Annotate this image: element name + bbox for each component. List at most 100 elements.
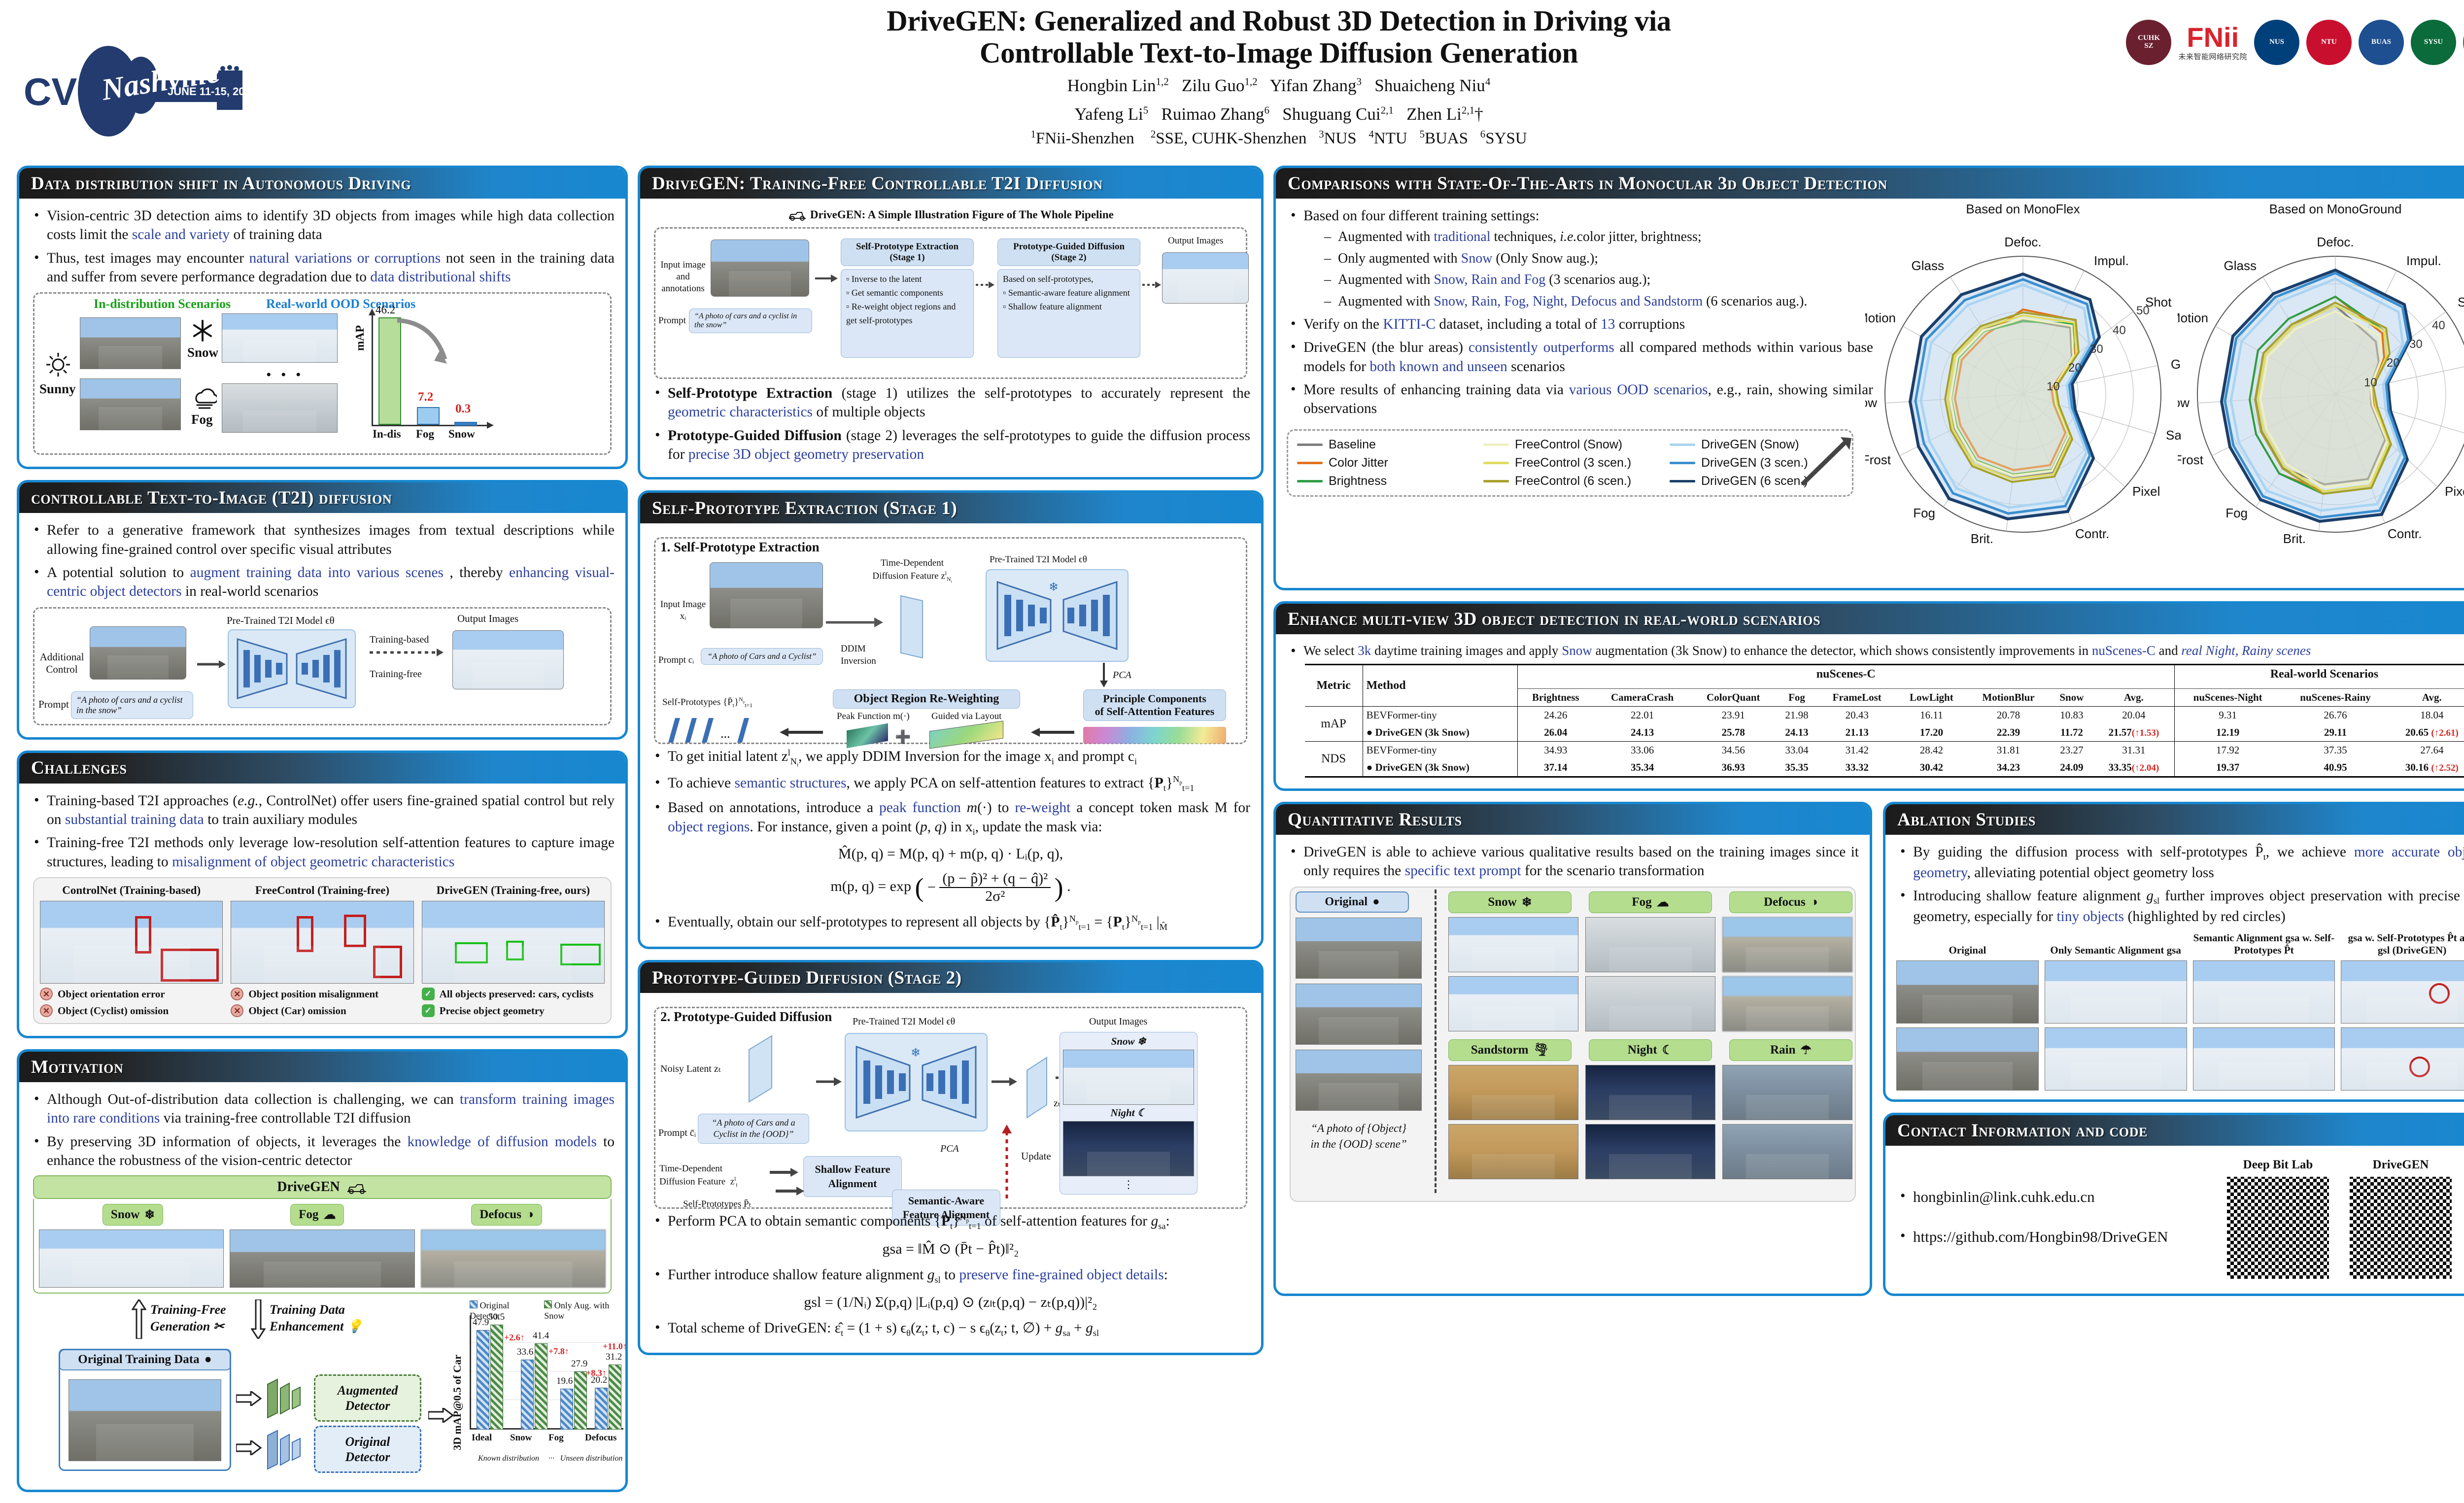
photo-grid (1448, 976, 1578, 1031)
col-header: nuScenes-Night (2174, 688, 2281, 707)
qr-deep-bit-lab[interactable]: Deep Bit Lab (2225, 1158, 2331, 1281)
svg-text:Snow: Snow (2178, 395, 2190, 410)
legend-item: FreeControl (3 scen.) (1483, 456, 1657, 470)
bullet-list: Based on four different training setting… (1287, 205, 1873, 418)
cell: 22.01 (1630, 709, 1654, 721)
list-item: Perform PCA to obtain semantic component… (651, 1211, 1250, 1232)
cell: 26.76 (2324, 709, 2347, 721)
block-arrow-icon (236, 1391, 262, 1406)
equation-peak-function: m(p, q) = exp ( − (p − p̂)² + (q − q̂)² 2… (830, 870, 1071, 905)
svg-text:Motion: Motion (1865, 310, 1896, 325)
contact-email[interactable]: hongbinlin@link.cuhk.edu.cn (1896, 1186, 2225, 1207)
label-prompt: Prompt c̄ᵢ (658, 1127, 696, 1139)
bar-cat-3: Defocus (585, 1432, 617, 1443)
photo-scene-defocus (420, 1229, 606, 1288)
contact-list: hongbinlin@link.cuhk.edu.cn https://gith… (1896, 1186, 2225, 1251)
label-guided-layout: Guided via Layout (931, 711, 1002, 722)
prompt-text: “A photo of cars and a cyclist in the sn… (689, 308, 812, 333)
cell: 33.06 (1630, 744, 1654, 756)
figure-motivation-pipeline: Training-Free Generation ✂ Training Data E… (30, 1298, 625, 1481)
list-item: Based on four different training setting… (1287, 205, 1873, 310)
cvpr-logo: CVPR Nashville JUNE 11-15, 2025 (20, 42, 276, 140)
photo-sunny-2 (80, 378, 181, 431)
chip-night: Night ☾ (1589, 1039, 1712, 1061)
col-header: Fog (1788, 691, 1805, 704)
panel-header: Data distribution shift in Autonomous Dr… (19, 168, 625, 199)
bullet-list: Vision-centric 3D detection aims to iden… (30, 205, 615, 286)
group-label-1: Unseen distribution (560, 1454, 623, 1463)
title-block: DriveGEN: Generalized and Robust 3D Dete… (705, 5, 1853, 148)
panel-header: Contact Information and code (1885, 1115, 2464, 1146)
author-line-1: Hongbin Lin1,2 Zilu Guo1,2 Yifan Zhang3 … (1067, 75, 1491, 95)
label-time-feature: Time-Dependent Diffusion Feature zlNt (872, 558, 952, 584)
shallow-feature-alignment-box: Shallow Feature Alignment (803, 1156, 902, 1197)
contact-github-link[interactable]: https://github.com/Hongbin98/DriveGEN (1896, 1226, 2225, 1247)
latent-slab-icon (900, 595, 923, 659)
svg-text:10: 10 (2047, 380, 2060, 393)
bullet-list: Further introduce shallow feature alignm… (651, 1264, 1250, 1286)
photo-output-snow (452, 630, 564, 689)
label-pca: PCA (1113, 670, 1131, 681)
col-header: Brightness (1517, 688, 1594, 707)
photo-grid (1448, 1064, 1578, 1120)
unet-diagram-stage1: ❄ (986, 569, 1129, 662)
svg-text:20: 20 (2387, 356, 2400, 370)
bar-cat-1: Snow (510, 1432, 532, 1443)
panel-multiview-detection: Enhance multi-view 3D object detection i… (1273, 601, 2464, 791)
bar-cat-2: Snow (448, 428, 475, 441)
list-item: Training-based T2I approaches (e.g., Con… (30, 790, 615, 829)
table-row: ● DriveGEN (3k Snow) 37.14 35.34 36.93 3… (1304, 759, 2464, 777)
stage1-item: ▫ Inverse to the latent (846, 274, 922, 284)
col-method: Method (1362, 664, 1518, 707)
note-row: ✕ Object orientation error (40, 988, 223, 1001)
list-item: More results of enhancing training data … (1287, 379, 1873, 418)
cell: 24.13 (1630, 726, 1654, 739)
svg-text:40: 40 (2432, 319, 2445, 332)
ellipsis: • • • (266, 367, 304, 383)
svg-text:Glass: Glass (2224, 258, 2257, 273)
label-ood: Real-world OOD Scenarios (266, 297, 416, 311)
cell-with-delta: 21.57(↑1.53) (2108, 726, 2159, 739)
list-item: Refer to a generative framework that syn… (30, 520, 615, 559)
pca-heatmap (1083, 727, 1226, 744)
list-item: By preserving 3D information of objects,… (30, 1131, 615, 1170)
list-item: Total scheme of DriveGEN: ε̂t = (1 + s) … (651, 1318, 1250, 1339)
poster-title-line2: Controllable Text-to-Image Diffusion Gen… (979, 36, 1578, 69)
panel-title: controllable Text-to-Image (T2I) diffusi… (31, 487, 392, 508)
photo-ablation (1896, 1027, 2039, 1091)
figure-caption: DriveGEN: A Simple Illustration Figure o… (651, 208, 1250, 221)
label-training-free: Training-free (370, 668, 422, 680)
photo-grid (1585, 1124, 1715, 1179)
list-item: Vision-centric 3D detection aims to iden… (30, 205, 615, 244)
photo-grid (1585, 1064, 1715, 1120)
chart-ylabel: 3D mAP@0.5 of Car (451, 1354, 463, 1450)
chip-snow: Snow ❄ (1448, 891, 1572, 913)
stage2-title: Prototype-Guided Diffusion (Stage 2) (997, 239, 1140, 266)
svg-text:50: 50 (2136, 304, 2150, 317)
cell: 40.95 (2324, 761, 2347, 774)
panel-header: Prototype-Guided Diffusion (Stage 2) (640, 962, 1261, 993)
cell: 34.56 (1721, 744, 1745, 756)
plus-icon: ➕ (895, 730, 911, 745)
check-icon: ✓ (421, 988, 435, 1001)
ablation-col-title: Only Semantic Alignment gsa (2050, 944, 2181, 956)
figure-ablation-grid: Original Only Semantic Alignment gsa Sem… (1896, 932, 2464, 1091)
row-method: ● DriveGEN (3k Snow) (1362, 724, 1518, 742)
col-header: FrameLost (1832, 691, 1882, 704)
svg-text:Motion: Motion (2178, 310, 2208, 325)
label-prompt: Prompt cᵢ (658, 655, 694, 666)
cell: 33.04 (1785, 744, 1809, 756)
panel-controllable-t2i: controllable Text-to-Image (T2I) diffusi… (17, 480, 628, 740)
error-icon: ✕ (231, 1004, 244, 1018)
cell: 17.92 (2174, 741, 2281, 759)
panel-quantitative-results: Quantitative Results DriveGEN is able to… (1273, 802, 1872, 1297)
bullet-list: Eventually, obtain our self-prototypes t… (651, 912, 1250, 933)
panel-data-distribution-shift: Data distribution shift in Autonomous Dr… (17, 166, 628, 470)
svg-text:40: 40 (2113, 324, 2126, 337)
list-item: Although Out-of-distribution data collec… (30, 1089, 615, 1128)
col-header: Snow (2059, 691, 2084, 704)
column-middle: DriveGEN: Training-Free Controllable T2I… (638, 166, 1264, 1366)
qr-drivegen[interactable]: DriveGEN (2348, 1158, 2454, 1281)
svg-text:Fog: Fog (1913, 506, 1935, 520)
label-ddim: DDIM Inversion (841, 644, 876, 667)
